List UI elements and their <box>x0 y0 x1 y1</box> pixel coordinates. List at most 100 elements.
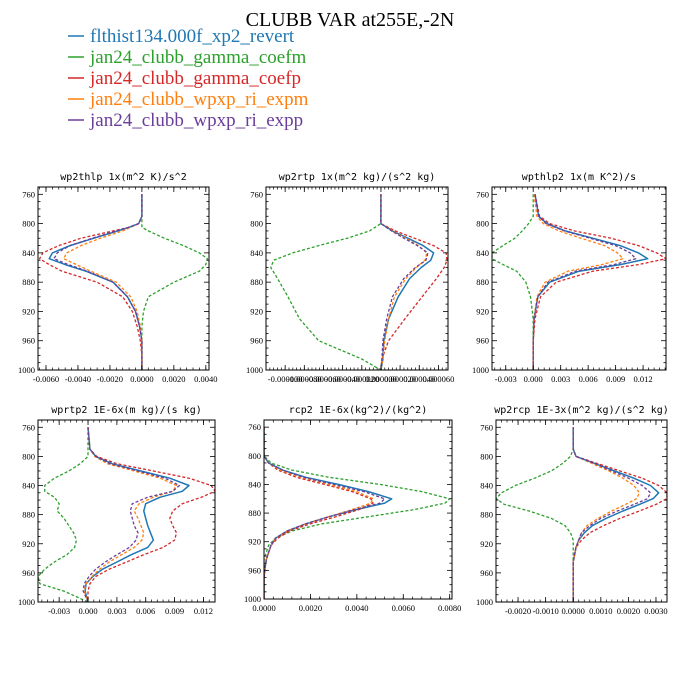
y-tick-label: 760 <box>248 422 261 432</box>
series-line <box>84 427 190 602</box>
legend-entry: jan24_clubb_wpxp_ri_expp <box>89 110 303 131</box>
panel-title: rcp2 1E-6x(kg^2)/(kg^2) <box>289 405 427 416</box>
x-tick-label: -0.0010 <box>533 606 559 616</box>
x-tick-label: 0.000060 <box>422 374 454 384</box>
x-tick-label: -0.000100 <box>268 374 303 384</box>
y-tick-label: 840 <box>248 479 261 489</box>
y-tick-label: 960 <box>22 568 35 578</box>
series-line <box>264 427 393 599</box>
series-line <box>141 194 209 370</box>
y-tick-label: 880 <box>250 277 263 287</box>
panel-3: wpthlp2 1x(m K^2)/s 760 800 840 880 920 960 100… <box>472 172 667 384</box>
y-tick-label: 960 <box>250 336 263 346</box>
y-tick-label: 1000 <box>18 597 35 607</box>
x-tick-label: 0.003 <box>107 606 126 616</box>
y-tick-label: 760 <box>22 189 35 199</box>
x-tick-label: 0.0040 <box>345 603 368 613</box>
y-tick-label: 960 <box>248 565 261 575</box>
y-tick-label: 800 <box>22 219 35 229</box>
y-tick-label: 800 <box>248 451 261 461</box>
series-line <box>496 427 574 602</box>
plot-frame <box>265 186 449 371</box>
y-tick-label: 840 <box>22 248 35 258</box>
y-tick-label: 880 <box>476 277 489 287</box>
series-line <box>264 427 386 599</box>
y-tick-label: 840 <box>22 481 35 491</box>
x-tick-label: 0.012 <box>194 606 213 616</box>
x-tick-label: 0.003 <box>551 374 570 384</box>
x-tick-label: -0.0060 <box>33 374 59 384</box>
figure-title: CLUBB VAR at255E,-2N <box>246 9 455 31</box>
series-line <box>532 194 666 370</box>
x-tick-label: 0.0020 <box>617 606 640 616</box>
x-tick-label: 0.000000 <box>365 374 397 384</box>
y-tick-label: 1000 <box>246 365 263 375</box>
series-line <box>264 427 374 599</box>
panel-2: wp2rtp 1x(m^2 kg)/(s^2 kg) 760 800 840 880 92… <box>246 172 454 384</box>
series-line <box>83 427 178 602</box>
y-tick-label: 1000 <box>476 597 493 607</box>
y-tick-label: 960 <box>476 336 489 346</box>
plot-frame <box>491 186 667 371</box>
legend: flthist134.000f_xp2_revertjan24_clubb_ga… <box>68 26 309 131</box>
x-tick-label: 0.0040 <box>194 374 217 384</box>
x-tick-label: 0.000 <box>78 606 97 616</box>
panel-6: wp2rcp 1E-3x(m^2 kg)/(s^2 kg)760 800 840 88… <box>476 405 669 616</box>
y-tick-label: 960 <box>480 568 493 578</box>
y-tick-label: 760 <box>480 422 493 432</box>
series-line <box>38 427 89 602</box>
x-tick-label: -0.000080 <box>287 374 322 384</box>
x-tick-label: 0.0010 <box>589 606 612 616</box>
x-tick-label: 0.0060 <box>392 603 415 613</box>
y-tick-label: 760 <box>476 189 489 199</box>
series-line <box>48 194 143 370</box>
legend-entry: jan24_clubb_gamma_coefm <box>89 47 307 68</box>
x-tick-label: 0.0080 <box>438 603 461 613</box>
x-tick-label: 0.0000 <box>252 603 275 613</box>
series-line <box>62 194 143 370</box>
series-line <box>264 427 374 599</box>
series-line <box>82 427 181 602</box>
x-tick-label: -0.000020 <box>344 374 379 384</box>
series-line <box>532 194 637 370</box>
y-tick-label: 960 <box>22 336 35 346</box>
series-line <box>572 427 667 602</box>
panel-title: wpthlp2 1x(m K^2)/s <box>522 172 636 183</box>
y-tick-label: 800 <box>250 219 263 229</box>
y-tick-label: 1000 <box>472 365 489 375</box>
y-tick-label: 800 <box>22 451 35 461</box>
y-tick-label: 1000 <box>244 594 261 604</box>
x-tick-label: -0.0020 <box>97 374 123 384</box>
series-line <box>492 194 534 370</box>
plot-frame <box>37 186 210 371</box>
x-tick-label: 0.006 <box>579 374 598 384</box>
y-tick-label: 840 <box>476 248 489 258</box>
y-tick-label: 800 <box>476 219 489 229</box>
x-tick-label: -0.000060 <box>306 374 341 384</box>
x-tick-label: 0.0000 <box>130 374 153 384</box>
x-tick-label: -0.003 <box>48 606 70 616</box>
x-tick-label: 0.0000 <box>562 606 585 616</box>
y-tick-label: 760 <box>22 422 35 432</box>
y-tick-label: 880 <box>248 508 261 518</box>
x-tick-label: 0.000040 <box>403 374 435 384</box>
panel-title: wp2thlp 1x(m^2 K)/s^2 <box>60 172 186 183</box>
series-line <box>532 194 624 370</box>
panel-4: wprtp2 1E-6x(m kg)/(s kg) 760 800 840 880 920… <box>18 405 216 616</box>
x-tick-label: 0.000 <box>524 374 543 384</box>
legend-entry: jan24_clubb_wpxp_ri_expm <box>89 89 309 110</box>
panel-1: wp2thlp 1x(m^2 K)/s^2 760 800 840 880 920 960 1… <box>18 172 217 384</box>
y-tick-label: 800 <box>480 451 493 461</box>
panel-title: wp2rcp 1E-3x(m^2 kg)/(s^2 kg) <box>494 405 669 416</box>
y-tick-label: 840 <box>480 481 493 491</box>
x-tick-label: -0.0020 <box>505 606 531 616</box>
series-line <box>270 194 382 370</box>
x-tick-label: -0.003 <box>495 374 517 384</box>
panel-title: wprtp2 1E-6x(m kg)/(s kg) <box>51 405 202 416</box>
y-tick-label: 920 <box>480 539 493 549</box>
series-line <box>53 194 143 370</box>
y-tick-label: 920 <box>250 306 263 316</box>
y-tick-label: 880 <box>22 510 35 520</box>
x-tick-label: -0.000040 <box>325 374 360 384</box>
